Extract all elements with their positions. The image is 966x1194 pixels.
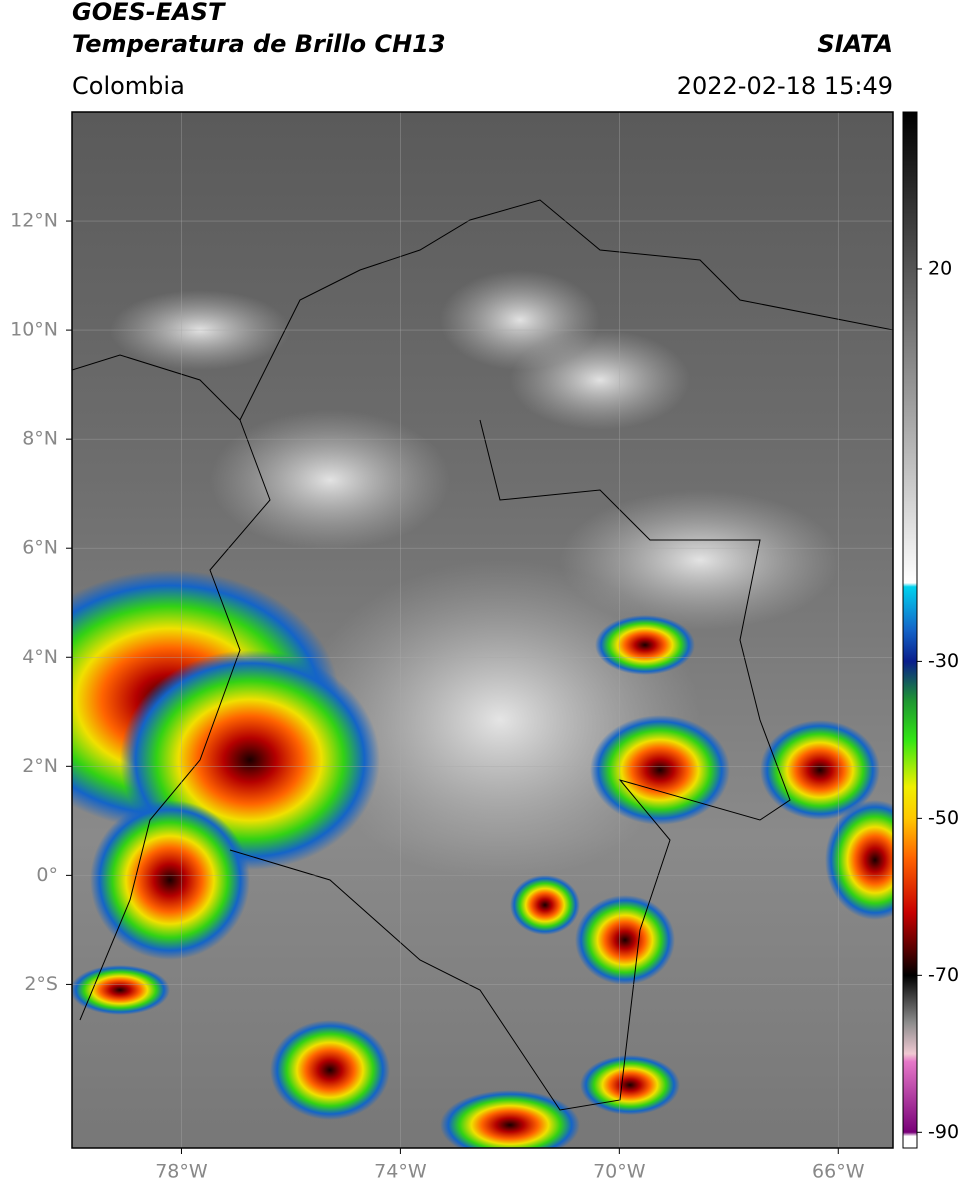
datetime: 2022-02-18 15:49 [677,72,893,100]
y-tick-label: 10°N [10,319,58,341]
colorbar-tick-label: -30 [928,650,959,672]
y-tick-label: 2°S [24,973,58,995]
source: SIATA [817,30,893,58]
satellite-image [72,112,893,1148]
satellite: GOES-EAST [72,0,226,26]
y-tick-label: 12°N [10,210,58,232]
y-tick-label: 6°N [22,537,58,559]
product: Temperatura de Brillo CH13 [72,30,446,58]
colorbar-tick-label: 20 [928,257,952,279]
y-tick-label: 4°N [22,646,58,668]
y-tick-label: 8°N [22,428,58,450]
colorbar-tick-label: -90 [928,1121,959,1143]
y-tick-label: 0° [36,864,58,886]
region: Colombia [72,72,185,100]
colorbar-tick-label: -50 [928,807,959,829]
x-tick-label: 70°W [593,1161,646,1183]
graticule [72,112,893,1148]
x-tick-label: 74°W [374,1161,427,1183]
y-tick-label: 2°N [22,755,58,777]
colorbar [902,111,918,1149]
map-frame [71,111,894,1149]
x-tick-label: 66°W [812,1161,865,1183]
colorbar-tick-label: -70 [928,964,959,986]
x-tick-label: 78°W [155,1161,208,1183]
